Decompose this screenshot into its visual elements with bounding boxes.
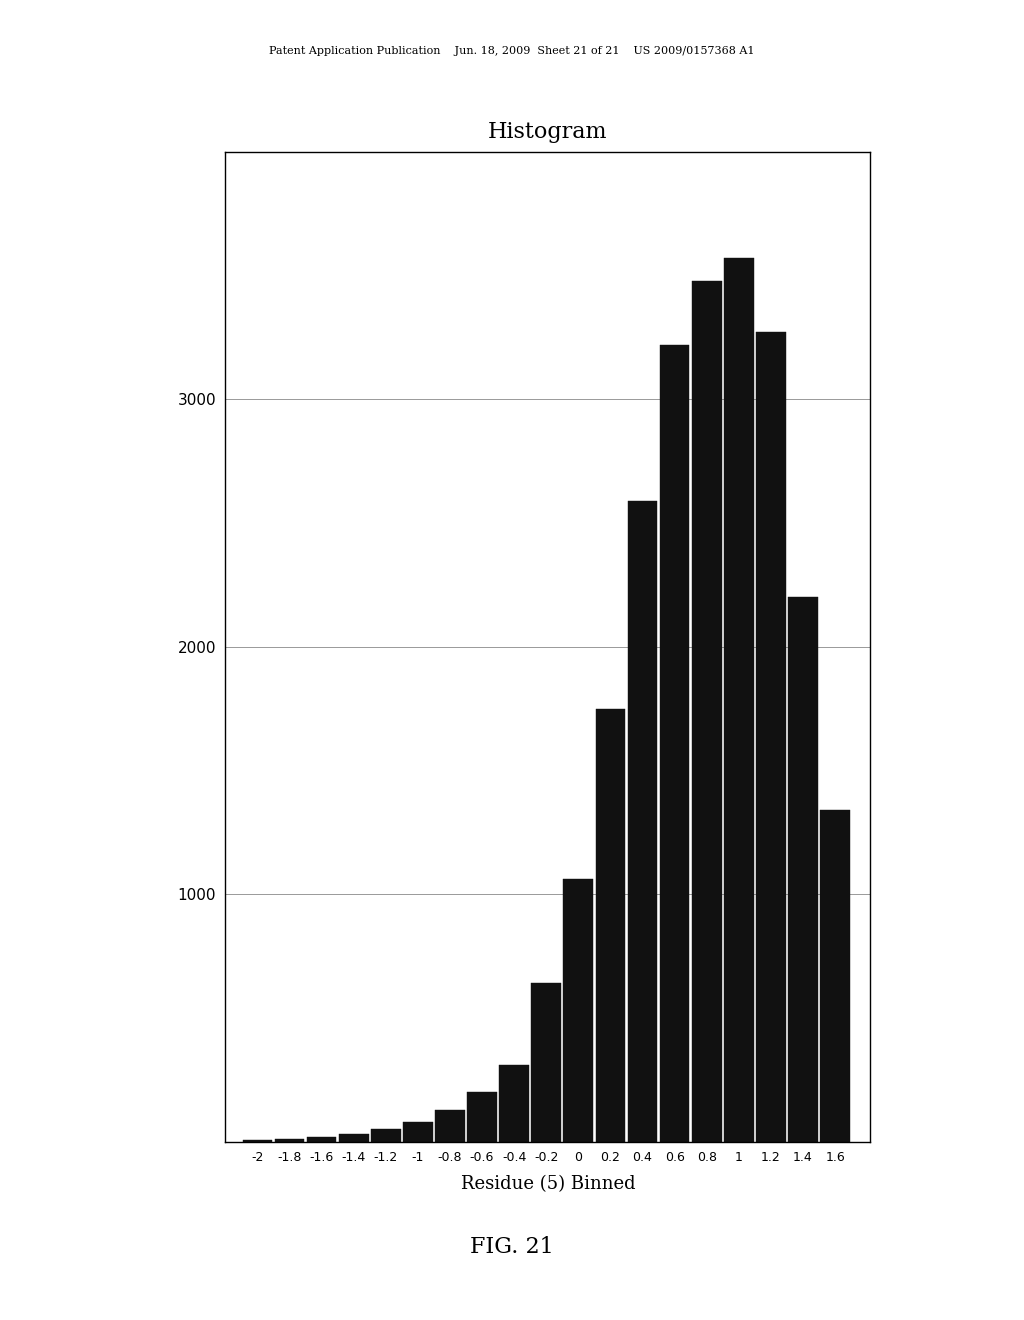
Bar xyxy=(596,709,626,1142)
Bar xyxy=(628,500,657,1142)
Bar xyxy=(243,1139,272,1142)
Text: FIG. 21: FIG. 21 xyxy=(470,1237,554,1258)
Bar xyxy=(531,983,561,1142)
Text: Patent Application Publication    Jun. 18, 2009  Sheet 21 of 21    US 2009/01573: Patent Application Publication Jun. 18, … xyxy=(269,46,755,57)
Bar xyxy=(467,1093,497,1142)
Bar xyxy=(756,333,785,1142)
X-axis label: Residue (5) Binned: Residue (5) Binned xyxy=(461,1175,635,1193)
Bar xyxy=(692,281,722,1142)
Bar xyxy=(339,1134,369,1142)
Bar xyxy=(724,259,754,1142)
Bar xyxy=(274,1139,304,1142)
Bar xyxy=(307,1138,337,1142)
Bar xyxy=(500,1065,529,1142)
Bar xyxy=(820,810,850,1142)
Bar xyxy=(371,1130,400,1142)
Bar xyxy=(403,1122,433,1142)
Bar xyxy=(659,345,689,1142)
Bar xyxy=(563,879,593,1142)
Bar xyxy=(788,597,818,1142)
Bar xyxy=(435,1110,465,1142)
Title: Histogram: Histogram xyxy=(488,121,607,143)
